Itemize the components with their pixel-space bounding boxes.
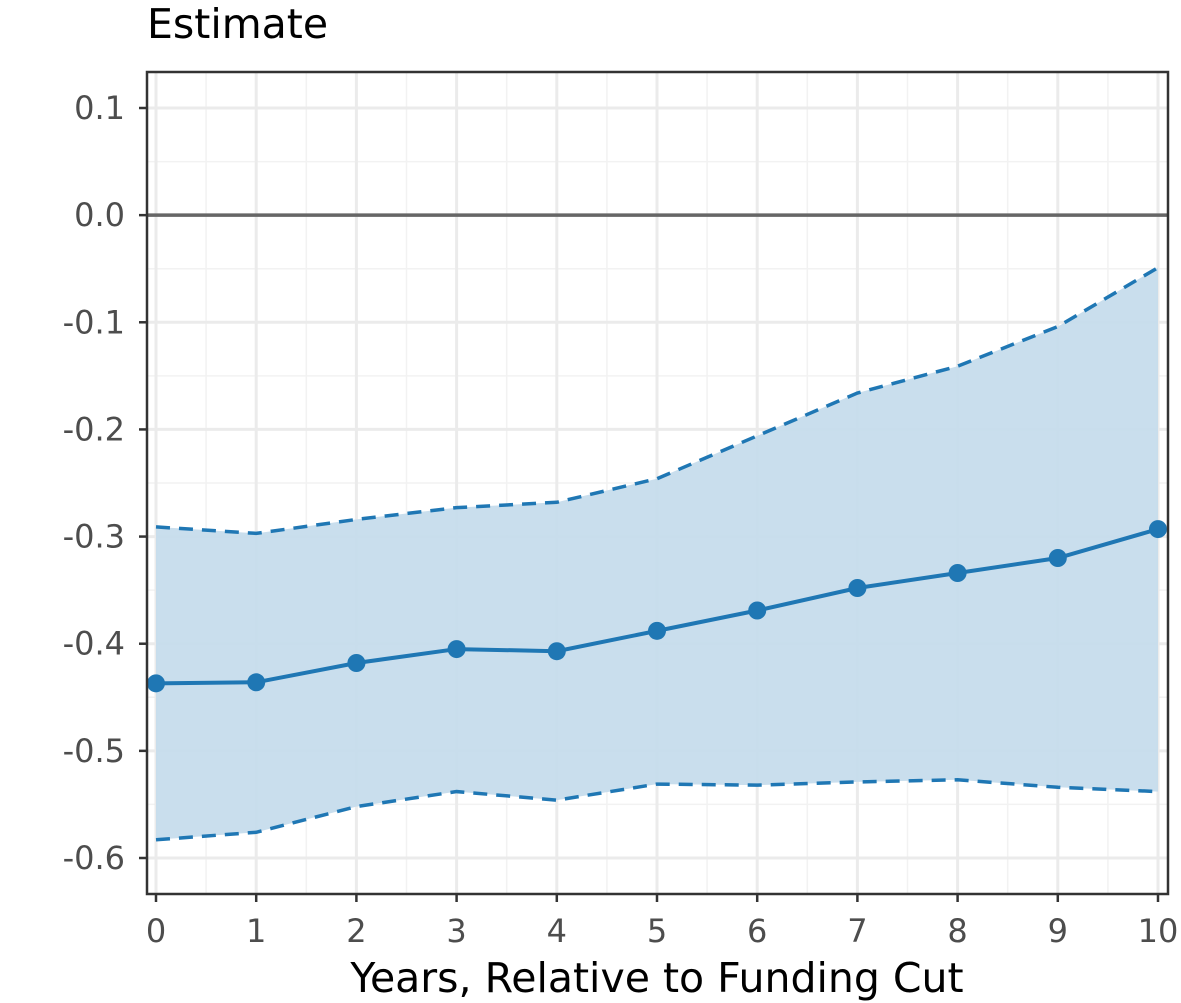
x-tick-label: 7: [847, 912, 867, 950]
estimate-point: [848, 579, 867, 597]
x-tick-label: 1: [246, 912, 266, 950]
y-tick-label: -0.4: [63, 625, 125, 663]
x-axis-label: Years, Relative to Funding Cut: [349, 954, 963, 1002]
x-tick-label: 4: [547, 912, 567, 950]
x-tick-label: 9: [1048, 912, 1068, 950]
estimate-point: [247, 673, 266, 692]
x-tick-label: 6: [747, 912, 767, 950]
y-tick-label: -0.3: [63, 518, 125, 556]
x-tick-label: 3: [446, 912, 466, 950]
lower-bound-line: [155, 778, 1159, 842]
y-tick-label: -0.6: [63, 839, 125, 877]
estimate-point: [948, 564, 967, 582]
estimate-point: [748, 601, 767, 620]
y-tick-label: 0.0: [74, 196, 125, 234]
plot-area: 0.1 0.0 -0.1 -0.2 -0.3 -0.4 -0.5 -0.6 0 1 2 3 4 5 6 7 8 9…: [63, 70, 1179, 950]
y-tick-label: -0.2: [63, 410, 125, 448]
estimate-point: [1149, 520, 1167, 539]
estimate-point: [547, 642, 566, 661]
chart-title: Estimate: [147, 0, 328, 48]
y-tick-label: 0.1: [74, 89, 125, 127]
upper-bound-line: [155, 266, 1159, 536]
confidence-band: [156, 267, 1158, 840]
estimate-point: [447, 640, 466, 659]
estimate-point: [1048, 549, 1067, 567]
x-tick-label: 8: [947, 912, 967, 950]
estimate-point: [147, 674, 165, 693]
estimate-point: [648, 621, 666, 640]
x-tick-label: 10: [1138, 912, 1179, 950]
y-tick-label: -0.1: [63, 303, 125, 341]
estimate-point: [347, 654, 366, 672]
x-tick-label: 0: [146, 912, 166, 950]
x-tick-label: 2: [346, 912, 366, 950]
x-tick-label: 5: [647, 912, 667, 950]
y-tick-label: -0.5: [63, 732, 125, 770]
